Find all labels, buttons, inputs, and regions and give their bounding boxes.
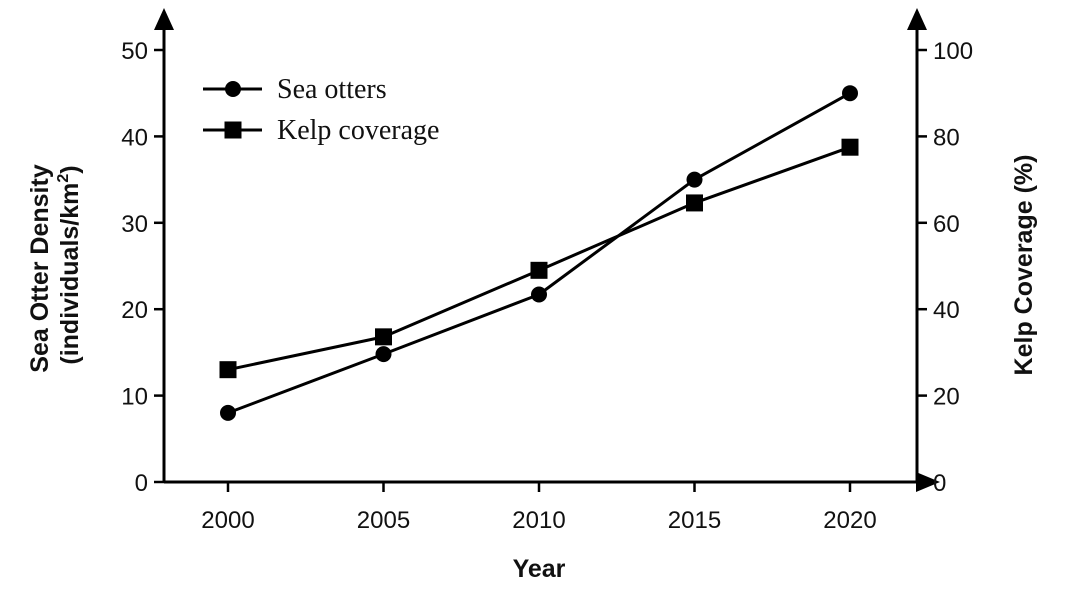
right-y-tick-label: 80 [933,124,960,151]
left-y-tick-label: 40 [121,124,148,151]
series-group [219,85,859,421]
x-tick-label: 2000 [201,507,254,534]
x-tick-label: 2005 [357,507,410,534]
right-y-tick-label: 0 [933,470,946,497]
right-y-axis-arrow [907,8,927,30]
right-y-tick-label: 100 [933,38,973,65]
data-point-sea-otters [375,346,392,363]
x-axis-arrow [916,472,940,492]
data-point-kelp-coverage [841,138,859,156]
data-point-sea-otters [531,286,547,303]
x-axis-title: Year [513,555,566,583]
series-line-kelp-coverage [227,145,851,372]
right-y-axis-title: Kelp Coverage (%) [1010,155,1038,376]
data-point-sea-otters [686,171,703,188]
x-tick-label: 2015 [668,507,721,534]
ticks-group: 0 10 20 30 40 50 0 20 40 60 80 100 2000 2005 2010 2015 2… [121,38,973,534]
left-y-tick-label: 50 [121,38,148,65]
legend-marker-kelp-coverage [224,121,242,139]
left-y-tick-label: 0 [135,470,148,497]
legend-marker-sea-otters [225,81,241,97]
left-y-axis-title-line1: Sea Otter Density [26,164,54,373]
left-y-axis-title-line2: (individuals/km2) [55,165,84,364]
left-y-tick-label: 20 [121,297,148,324]
legend: Sea otters Kelp coverage [203,74,439,146]
left-y-tick-label: 10 [121,384,148,411]
legend-label-sea-otters: Sea otters [277,74,387,105]
legend-label-kelp-coverage: Kelp coverage [277,115,439,146]
data-point-kelp-coverage [219,361,237,379]
data-point-kelp-coverage [375,328,392,346]
data-point-kelp-coverage [530,261,548,279]
data-point-kelp-coverage [686,194,703,212]
axes-group [154,8,940,492]
data-point-sea-otters [842,85,858,102]
x-tick-label: 2020 [823,507,876,534]
left-y-axis-title-unit: (individuals/km [56,183,84,365]
left-y-axis-title: Sea Otter Density (individuals/km2) [26,157,84,372]
right-y-tick-label: 20 [933,384,960,411]
right-y-tick-label: 60 [933,211,960,238]
right-y-tick-label: 40 [933,297,960,324]
left-y-axis-title-superscript: 2 [55,174,72,183]
left-y-axis-title-close: ) [56,165,84,173]
left-y-tick-label: 30 [121,211,148,238]
data-point-sea-otters [220,404,236,421]
x-tick-label: 2010 [512,507,565,534]
left-y-axis-arrow [154,8,174,30]
